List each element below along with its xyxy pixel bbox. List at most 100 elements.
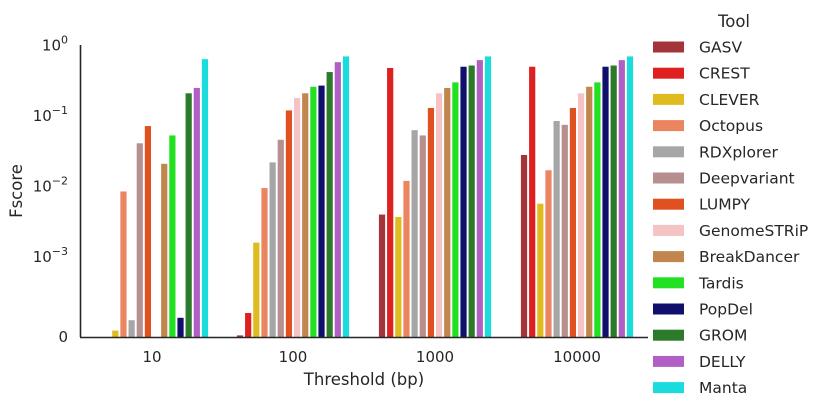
bar-delly-100 bbox=[334, 62, 341, 338]
legend-swatch-octopus bbox=[653, 120, 684, 132]
legend-swatch-clever bbox=[653, 93, 684, 105]
legend-swatch-tardis bbox=[653, 277, 684, 289]
bar-tardis-10 bbox=[169, 135, 176, 337]
axes-layer bbox=[79, 45, 648, 339]
x-axis-title: Threshold (bp) bbox=[303, 370, 424, 389]
legend-label-rdxplorer: RDXplorer bbox=[699, 143, 779, 161]
legend-swatch-deepvariant bbox=[653, 172, 684, 184]
bar-grom-1000 bbox=[468, 65, 475, 338]
bar-tardis-10000 bbox=[594, 82, 601, 337]
bar-clever-1000 bbox=[395, 216, 402, 337]
bar-octopus-1000 bbox=[403, 180, 410, 337]
bar-grom-10000 bbox=[610, 65, 617, 338]
bar-delly-10000 bbox=[618, 60, 625, 337]
bar-breakdancer-10 bbox=[161, 163, 168, 337]
bar-manta-10 bbox=[201, 59, 209, 337]
bar-crest-1000 bbox=[387, 67, 394, 337]
legend-swatch-gasv bbox=[653, 41, 684, 53]
legend-label-tardis: Tardis bbox=[698, 274, 744, 292]
bar-gasv-1000 bbox=[378, 214, 386, 337]
legend-title: Tool bbox=[717, 12, 750, 31]
y-tick-label: 10−3 bbox=[33, 245, 68, 266]
bar-crest-10000 bbox=[529, 66, 536, 337]
bar-popdel-10000 bbox=[602, 66, 609, 337]
y-axis-title: Fscore bbox=[7, 164, 26, 218]
y-tick-label: 0 bbox=[58, 328, 68, 346]
bar-popdel-100 bbox=[318, 85, 325, 337]
legend-swatch-crest bbox=[653, 67, 684, 79]
bar-breakdancer-100 bbox=[302, 93, 309, 337]
legend-label-gasv: GASV bbox=[699, 39, 742, 57]
bar-deepvariant-100 bbox=[277, 139, 284, 337]
bar-delly-1000 bbox=[476, 60, 483, 337]
bar-deepvariant-10000 bbox=[561, 124, 568, 337]
legend-swatch-genomestrip bbox=[653, 224, 684, 236]
y-tick-labels: 0 10−3 10−2 10−1 100 bbox=[33, 34, 68, 347]
legend-swatch-lumpy bbox=[653, 198, 684, 210]
bar-lumpy-1000 bbox=[427, 107, 435, 337]
legend-label-octopus: Octopus bbox=[699, 117, 763, 135]
bar-deepvariant-1000 bbox=[419, 135, 426, 337]
legend-label-grom: GROM bbox=[699, 327, 747, 345]
y-tick-label: 10−1 bbox=[33, 104, 68, 125]
x-tick-label: 10000 bbox=[553, 348, 601, 366]
bar-crest-100 bbox=[245, 313, 252, 337]
legend-swatch-grom bbox=[653, 329, 684, 341]
x-tick-label: 1000 bbox=[416, 348, 454, 366]
legend-label-deepvariant: Deepvariant bbox=[699, 170, 795, 188]
bar-popdel-10 bbox=[177, 317, 184, 337]
bar-gasv-10000 bbox=[520, 154, 528, 337]
legend-label-manta: Manta bbox=[699, 379, 747, 397]
bar-clever-10000 bbox=[537, 203, 544, 337]
bar-octopus-10 bbox=[120, 191, 127, 337]
bar-lumpy-10 bbox=[144, 126, 152, 337]
legend: Tool GASV CREST CLEVER Octopus RDXplorer Deep… bbox=[653, 12, 808, 397]
legend-items: GASV CREST CLEVER Octopus RDXplorer Deepvaria… bbox=[653, 39, 808, 397]
x-tick-label: 100 bbox=[279, 348, 308, 366]
bar-popdel-1000 bbox=[460, 66, 467, 337]
legend-label-lumpy: LUMPY bbox=[699, 196, 751, 214]
bars-layer bbox=[112, 56, 634, 338]
bar-clever-10 bbox=[112, 330, 119, 337]
bar-delly-10 bbox=[193, 87, 200, 337]
legend-swatch-breakdancer bbox=[653, 251, 684, 263]
bar-genomestrip-100 bbox=[293, 98, 301, 337]
legend-swatch-manta bbox=[653, 382, 684, 394]
bar-lumpy-100 bbox=[285, 110, 293, 337]
bar-clever-100 bbox=[253, 242, 260, 337]
bar-breakdancer-1000 bbox=[444, 87, 451, 337]
bar-rdxplorer-10000 bbox=[553, 120, 560, 337]
bar-rdxplorer-10 bbox=[128, 320, 135, 337]
legend-label-genomestrip: GenomeSTRiP bbox=[699, 222, 808, 240]
y-tick-label: 100 bbox=[42, 34, 68, 55]
x-tick-labels: 10 100 1000 10000 bbox=[142, 348, 600, 366]
bar-octopus-100 bbox=[261, 188, 268, 337]
legend-label-clever: CLEVER bbox=[699, 91, 760, 109]
legend-swatch-popdel bbox=[653, 303, 684, 315]
legend-label-popdel: PopDel bbox=[699, 301, 753, 319]
bar-breakdancer-10000 bbox=[586, 86, 593, 338]
bar-genomestrip-10000 bbox=[577, 93, 585, 337]
bar-octopus-10000 bbox=[545, 170, 552, 337]
bar-lumpy-10000 bbox=[569, 107, 577, 337]
bar-manta-1000 bbox=[484, 56, 492, 338]
legend-label-delly: DELLY bbox=[699, 353, 746, 371]
legend-label-breakdancer: BreakDancer bbox=[699, 248, 800, 266]
bar-manta-100 bbox=[342, 56, 350, 338]
bar-rdxplorer-1000 bbox=[411, 130, 418, 337]
bar-tardis-100 bbox=[310, 86, 317, 338]
bar-genomestrip-1000 bbox=[435, 93, 443, 337]
legend-swatch-delly bbox=[653, 355, 684, 367]
bar-gasv-100 bbox=[236, 335, 244, 337]
legend-swatch-rdxplorer bbox=[653, 146, 684, 158]
bar-deepvariant-10 bbox=[136, 143, 143, 337]
bar-rdxplorer-100 bbox=[269, 162, 276, 337]
bar-manta-10000 bbox=[626, 56, 634, 338]
bar-tardis-1000 bbox=[452, 82, 459, 337]
legend-label-crest: CREST bbox=[699, 65, 750, 83]
x-tick-label: 10 bbox=[142, 348, 161, 366]
bar-grom-100 bbox=[326, 72, 333, 337]
y-tick-label: 10−2 bbox=[33, 175, 68, 196]
bar-grom-10 bbox=[185, 93, 192, 337]
